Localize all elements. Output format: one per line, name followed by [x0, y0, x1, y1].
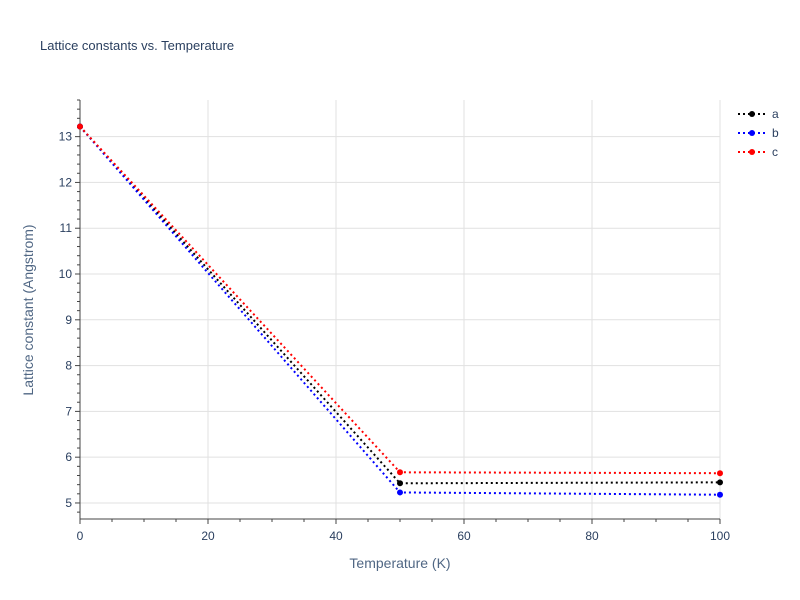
y-tick-label: 7	[65, 404, 72, 418]
series-point-c[interactable]	[397, 469, 403, 476]
x-tick-label: 40	[329, 529, 343, 543]
series-group	[77, 123, 723, 498]
legend-item-b[interactable]: b	[738, 126, 779, 140]
legend-item-a[interactable]: a	[738, 107, 779, 121]
series-point-a[interactable]	[717, 479, 723, 486]
y-tick-label: 11	[60, 221, 73, 235]
legend-swatch-marker	[749, 149, 755, 155]
y-tick-label: 9	[65, 313, 72, 327]
x-tick-label: 20	[201, 529, 215, 543]
y-tick-label: 13	[59, 130, 73, 144]
series-line-b	[79, 125, 721, 496]
series-point-c[interactable]	[717, 470, 723, 477]
legend-label: a	[772, 107, 779, 121]
x-axis-title: Temperature (K)	[349, 555, 450, 571]
x-tick-label: 0	[77, 529, 84, 543]
x-tick-label: 80	[585, 529, 599, 543]
y-tick-label: 5	[65, 496, 72, 510]
x-tick-label: 60	[457, 529, 471, 543]
series-line-a	[79, 125, 721, 485]
legend[interactable]: abc	[738, 107, 779, 159]
legend-swatch-marker	[749, 130, 755, 136]
y-axis-title: Lattice constant (Angstrom)	[20, 224, 36, 395]
y-tick-label: 12	[59, 175, 73, 189]
x-tick-label: 100	[710, 529, 730, 543]
legend-swatch-marker	[749, 111, 755, 117]
series-point-a[interactable]	[397, 480, 403, 487]
chart-title: Lattice constants vs. Temperature	[40, 38, 234, 53]
legend-item-c[interactable]: c	[738, 145, 778, 159]
series-point-c[interactable]	[77, 123, 83, 130]
legend-label: b	[772, 126, 779, 140]
series-line-c	[79, 125, 721, 475]
series-point-b[interactable]	[397, 489, 403, 496]
series-point-b[interactable]	[717, 491, 723, 498]
grid	[80, 100, 721, 519]
legend-label: c	[772, 145, 778, 159]
axes: 0 20 40 60 80 100 5 6 7 8 9 10 11 12 13	[59, 99, 730, 543]
y-tick-label: 6	[65, 450, 72, 464]
y-tick-label: 8	[65, 359, 72, 373]
y-tick-label: 10	[59, 267, 73, 281]
